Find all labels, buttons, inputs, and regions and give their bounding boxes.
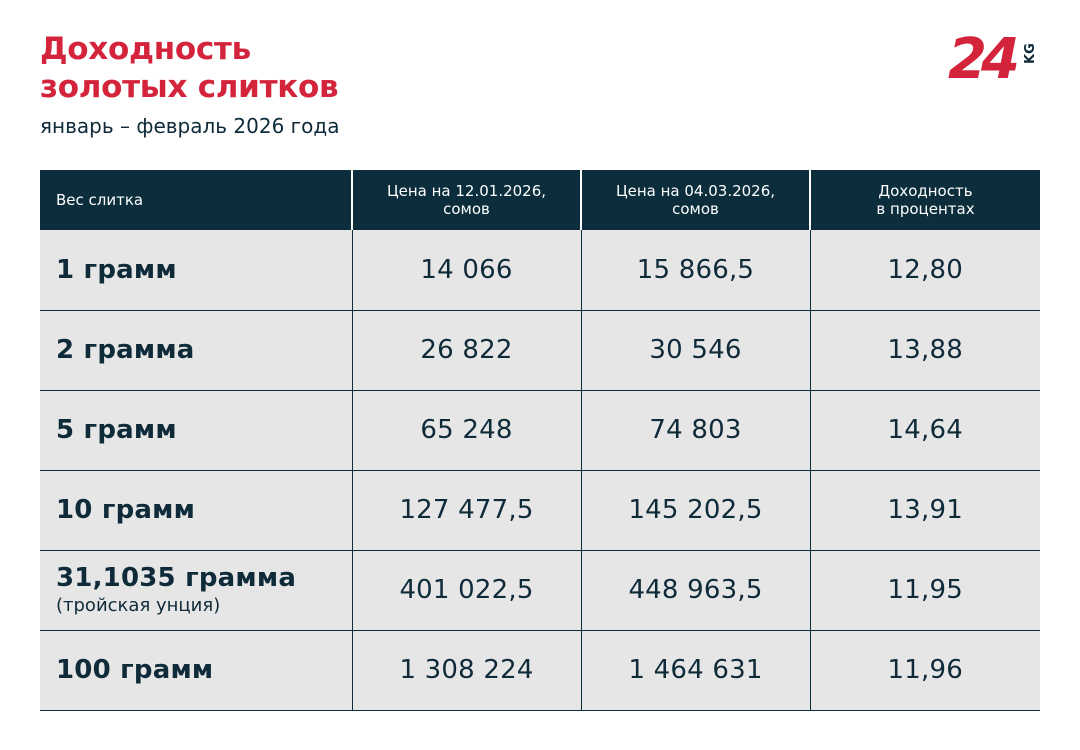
cell-weight: 10 грамм xyxy=(40,470,352,551)
cell-yield: 13,91 xyxy=(809,470,1040,551)
table-row: 100 грамм 1 308 224 1 464 631 11,96 xyxy=(40,630,1040,711)
weight-note: (тройская унция) xyxy=(56,595,221,616)
header-yield: Доходность в процентах xyxy=(809,170,1040,230)
page-title: Доходность золотых слитков xyxy=(40,30,339,106)
table-row: 10 грамм 127 477,5 145 202,5 13,91 xyxy=(40,470,1040,551)
cell-weight: 1 грамм xyxy=(40,230,352,311)
header-price-end: Цена на 04.03.2026, сомов xyxy=(580,170,810,230)
table-body: 1 грамм 14 066 15 866,5 12,80 2 грамма 26 822… xyxy=(40,230,1040,711)
weight-label: 1 грамм xyxy=(56,254,177,285)
header-label-line: Цена на 04.03.2026, xyxy=(615,182,776,200)
header-label-line: Доходность xyxy=(878,182,973,200)
table-row: 5 грамм 65 248 74 803 14,64 xyxy=(40,390,1040,471)
weight-label: 100 грамм xyxy=(56,655,214,685)
cell-price-start: 26 822 xyxy=(351,310,581,391)
cell-weight: 100 грамм xyxy=(40,630,352,711)
header-label-line: в процентах xyxy=(876,200,975,218)
brand-logo: 24 KG xyxy=(948,28,1044,98)
header-label-line: сомов xyxy=(443,200,490,218)
cell-price-end: 15 866,5 xyxy=(580,230,810,311)
cell-weight: 2 грамма xyxy=(40,310,352,391)
weight-label: 10 грамм xyxy=(56,495,196,525)
cell-yield: 13,88 xyxy=(809,310,1040,391)
header-price-start: Цена на 12.01.2026, сомов xyxy=(351,170,581,230)
cell-yield: 11,95 xyxy=(809,550,1040,631)
gold-yield-table: Вес слитка Цена на 12.01.2026, сомов Цена н… xyxy=(40,170,1040,711)
cell-price-start: 127 477,5 xyxy=(351,470,581,551)
page-subtitle: январь – февраль 2026 года xyxy=(40,114,340,138)
cell-price-start: 14 066 xyxy=(351,230,581,311)
title-line-1: Доходность xyxy=(40,31,251,67)
cell-weight: 5 грамм xyxy=(40,390,352,471)
cell-price-end: 74 803 xyxy=(580,390,810,471)
weight-label: 2 грамма xyxy=(56,335,195,365)
table-row: 31,1035 грамма (тройская унция) 401 022,5 4… xyxy=(40,550,1040,631)
header-label-line: сомов xyxy=(672,200,719,218)
table-header-row: Вес слитка Цена на 12.01.2026, сомов Цена н… xyxy=(40,170,1040,230)
cell-price-end: 30 546 xyxy=(580,310,810,391)
weight-label: 31,1035 грамма xyxy=(56,563,297,593)
table-row: 1 грамм 14 066 15 866,5 12,80 xyxy=(40,230,1040,311)
cell-price-end: 448 963,5 xyxy=(580,550,810,631)
header-label-line: Цена на 12.01.2026, xyxy=(386,182,547,200)
table-header: Вес слитка Цена на 12.01.2026, сомов Цена н… xyxy=(40,170,1040,230)
cell-price-end: 1 464 631 xyxy=(580,630,810,711)
cell-price-start: 1 308 224 xyxy=(351,630,581,711)
table-row: 2 грамма 26 822 30 546 13,88 xyxy=(40,310,1040,391)
cell-price-end: 145 202,5 xyxy=(580,470,810,551)
header-weight: Вес слитка xyxy=(40,170,352,230)
weight-label: 5 грамм xyxy=(56,415,177,445)
cell-yield: 11,96 xyxy=(809,630,1040,711)
cell-weight: 31,1035 грамма (тройская унция) xyxy=(40,550,352,631)
cell-yield: 12,80 xyxy=(809,230,1040,311)
cell-price-start: 401 022,5 xyxy=(351,550,581,631)
logo-suffix: KG xyxy=(1023,43,1038,64)
logo-number: 24 xyxy=(948,27,1020,92)
cell-price-start: 65 248 xyxy=(351,390,581,471)
header-label-line: Вес слитка xyxy=(56,191,144,209)
cell-yield: 14,64 xyxy=(809,390,1040,471)
title-line-2: золотых слитков xyxy=(40,69,339,105)
